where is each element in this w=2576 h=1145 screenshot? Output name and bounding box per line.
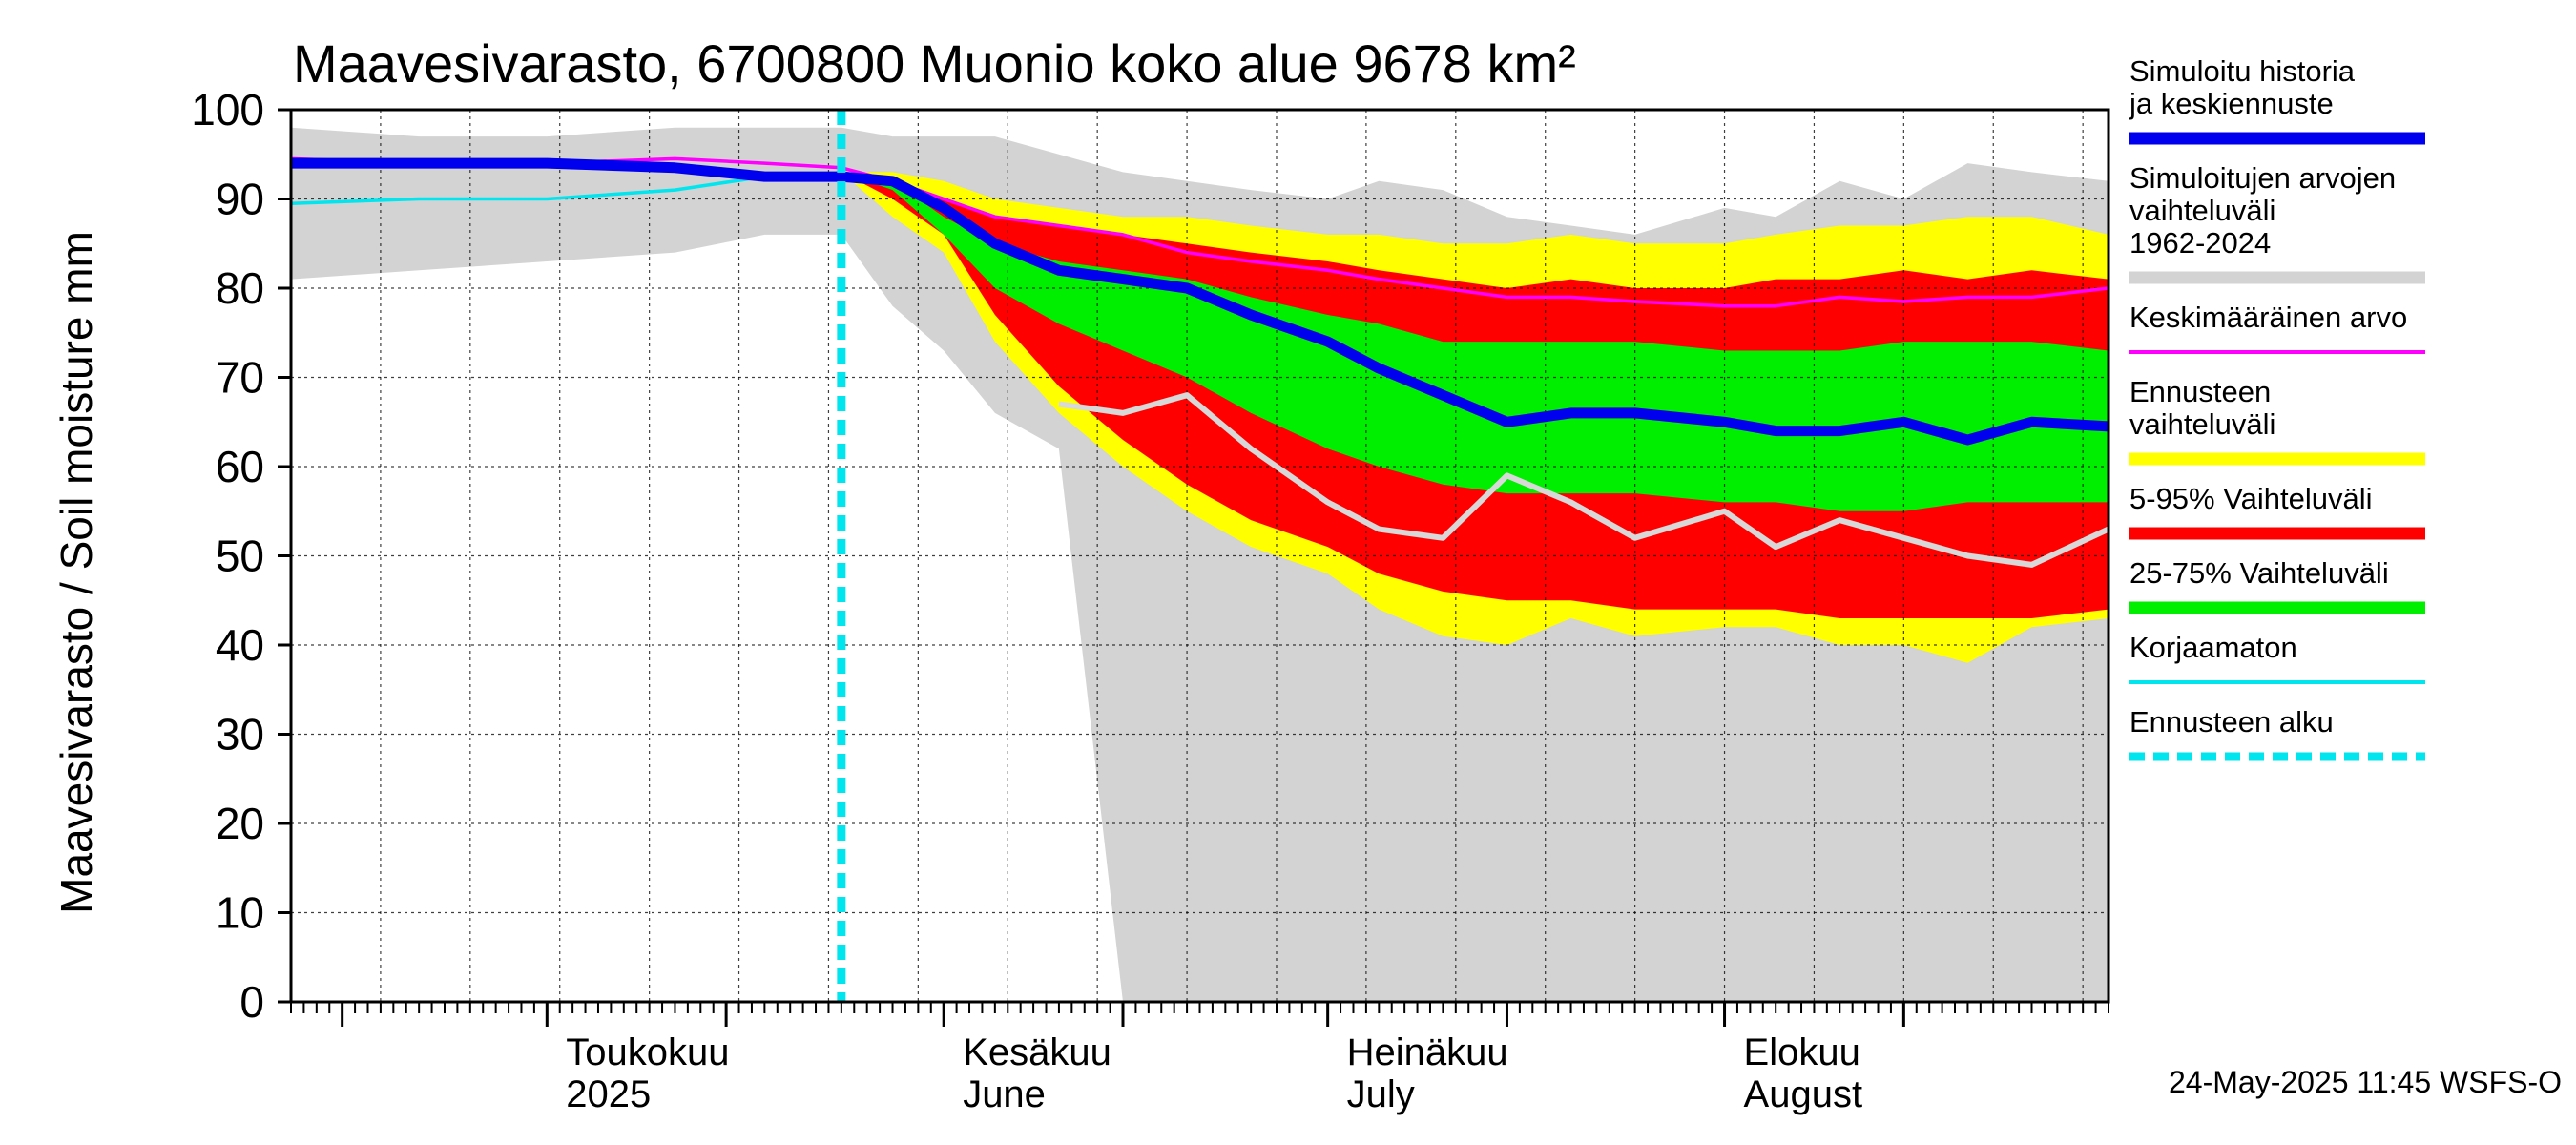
legend-label: Simuloitujen arvojen <box>2129 161 2396 195</box>
legend-item: 25-75% Vaihteluväli <box>2129 556 2425 614</box>
plot-lines <box>290 110 2110 1002</box>
y-tick-label: 90 <box>216 175 264 224</box>
y-tick-label: 20 <box>216 799 264 848</box>
y-tick-label: 50 <box>216 531 264 581</box>
legend-label: 1962-2024 <box>2129 226 2271 260</box>
x-month-label: Toukokuu <box>566 1031 729 1073</box>
line-keskimaarainen-arvo <box>290 156 2109 308</box>
legend-item: Korjaamaton <box>2129 631 2425 684</box>
x-month-sublabel: August <box>1744 1073 1863 1115</box>
legend-item: Keskimääräinen arvo <box>2129 301 2425 354</box>
x-month-label: Heinäkuu <box>1347 1031 1508 1073</box>
y-tick-label: 60 <box>216 442 264 491</box>
y-axis-label: Maavesivarasto / Soil moisture mm <box>52 231 101 914</box>
y-tick-label: 0 <box>239 977 264 1027</box>
x-month-sublabel: 2025 <box>566 1073 651 1115</box>
y-tick-label: 10 <box>216 888 264 938</box>
x-month-sublabel: June <box>963 1073 1046 1115</box>
legend-label: 25-75% Vaihteluväli <box>2129 556 2389 590</box>
legend-label: Ennusteen alku <box>2129 705 2334 739</box>
y-tick-label: 40 <box>216 620 264 670</box>
x-month-sublabel: July <box>1347 1073 1415 1115</box>
legend-label: vaihteluväli <box>2129 407 2275 441</box>
legend-label: Korjaamaton <box>2129 631 2297 664</box>
y-tick-label: 100 <box>191 85 264 135</box>
y-tick-label: 80 <box>216 263 264 313</box>
line-simuloitu-historia-ja-keskiennuste <box>291 157 2109 446</box>
chart-title: Maavesivarasto, 6700800 Muonio koko alue… <box>293 33 1576 94</box>
legend-label: vaihteluväli <box>2129 194 2275 227</box>
y-tick-label: 30 <box>216 710 264 760</box>
legend-label: 5-95% Vaihteluväli <box>2129 482 2372 515</box>
timestamp-footer: 24-May-2025 11:45 WSFS-O <box>2169 1065 2562 1099</box>
x-month-label: Kesäkuu <box>963 1031 1111 1073</box>
y-axis: 0 10 20 30 40 50 60 70 80 90 100 <box>191 85 291 1027</box>
plot-grid <box>291 110 2109 1002</box>
legend-item: Ennusteen alku <box>2129 705 2425 761</box>
legend-label: Simuloitu historia <box>2129 54 2356 88</box>
y-tick-label: 70 <box>216 353 264 403</box>
x-month-label: Elokuu <box>1744 1031 1860 1073</box>
legend-label: Ennusteen <box>2129 375 2271 408</box>
line-uncorrected-grey <box>1058 392 2110 568</box>
legend-label: ja keskiennuste <box>2129 87 2334 120</box>
legend-item: 5-95% Vaihteluväli <box>2129 482 2425 540</box>
legend-label: Keskimääräinen arvo <box>2129 301 2407 334</box>
legend-item: Simuloitujen arvojenvaihteluväli1962-202… <box>2129 161 2425 284</box>
